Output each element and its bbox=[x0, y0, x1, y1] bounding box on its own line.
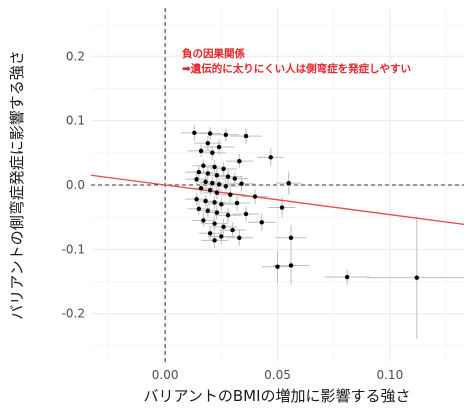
data-point bbox=[201, 218, 206, 223]
data-point bbox=[232, 176, 238, 181]
data-point bbox=[228, 192, 233, 197]
data-point bbox=[210, 150, 215, 156]
data-point bbox=[214, 173, 220, 178]
x-tick-label: 0.00 bbox=[152, 368, 179, 382]
data-point bbox=[225, 174, 231, 179]
data-point bbox=[237, 235, 242, 240]
data-point bbox=[279, 205, 285, 210]
data-point bbox=[216, 182, 222, 187]
data-point bbox=[414, 275, 420, 280]
y-axis-title: バリアントの側弯症発症に影響する強さ bbox=[8, 50, 26, 319]
data-point bbox=[207, 131, 213, 136]
data-point bbox=[205, 208, 211, 213]
data-point bbox=[205, 171, 211, 176]
data-point bbox=[243, 211, 249, 217]
data-point bbox=[216, 144, 222, 150]
y-tick-label: -0.2 bbox=[62, 307, 85, 321]
data-point bbox=[219, 202, 224, 207]
data-point bbox=[223, 184, 229, 189]
x-tick-label: 0.05 bbox=[264, 368, 291, 382]
data-point bbox=[344, 274, 350, 280]
data-point bbox=[205, 140, 211, 146]
data-point bbox=[203, 198, 208, 204]
data-point bbox=[268, 155, 273, 160]
data-point bbox=[239, 181, 244, 186]
data-point bbox=[196, 206, 202, 212]
data-point bbox=[221, 224, 226, 230]
data-point bbox=[198, 148, 204, 154]
data-point bbox=[214, 210, 220, 215]
data-point bbox=[196, 169, 202, 175]
data-point bbox=[212, 164, 217, 170]
tick-labels: 0.00 0.05 0.10 -0.2 -0.1 0.0 0.1 0.2 bbox=[62, 49, 404, 382]
data-point bbox=[194, 196, 199, 202]
data-point bbox=[237, 158, 242, 164]
x-tick-label: 0.10 bbox=[376, 368, 403, 382]
data-point bbox=[275, 264, 280, 269]
data-point bbox=[286, 180, 291, 186]
data-point bbox=[192, 130, 197, 136]
y-tick-label: 0.1 bbox=[66, 114, 85, 128]
y-tick-label: -0.1 bbox=[62, 242, 85, 256]
data-point bbox=[225, 213, 231, 218]
data-point bbox=[223, 132, 229, 137]
annotation-line-2: ➡遺伝的に太りにくい人は側弯症を発症しやすい bbox=[182, 62, 411, 75]
data-point bbox=[210, 180, 215, 186]
data-point bbox=[259, 220, 264, 225]
data-point bbox=[219, 234, 224, 239]
data-point bbox=[221, 166, 226, 172]
data-point bbox=[288, 263, 294, 268]
data-point bbox=[201, 163, 206, 168]
data-point bbox=[230, 227, 235, 233]
data-points bbox=[192, 130, 420, 280]
data-point bbox=[194, 177, 199, 182]
annotation-line-1: 負の因果関係 bbox=[182, 47, 245, 60]
data-point bbox=[252, 194, 258, 199]
fit-line-group bbox=[90, 174, 464, 226]
fit-line bbox=[90, 174, 464, 226]
data-point bbox=[203, 179, 208, 184]
data-point bbox=[214, 190, 220, 195]
y-tick-label: 0.2 bbox=[66, 49, 85, 63]
data-point bbox=[207, 187, 213, 193]
data-point bbox=[207, 231, 213, 236]
y-tick-label: 0.0 bbox=[66, 178, 85, 192]
data-point bbox=[243, 133, 249, 139]
data-point bbox=[212, 200, 217, 205]
data-point bbox=[212, 238, 217, 243]
data-point bbox=[288, 235, 294, 240]
data-point bbox=[234, 200, 240, 206]
data-point bbox=[212, 221, 217, 226]
data-point bbox=[198, 186, 204, 191]
x-axis-title: バリアントのBMIの増加に影響する強さ bbox=[143, 387, 410, 405]
